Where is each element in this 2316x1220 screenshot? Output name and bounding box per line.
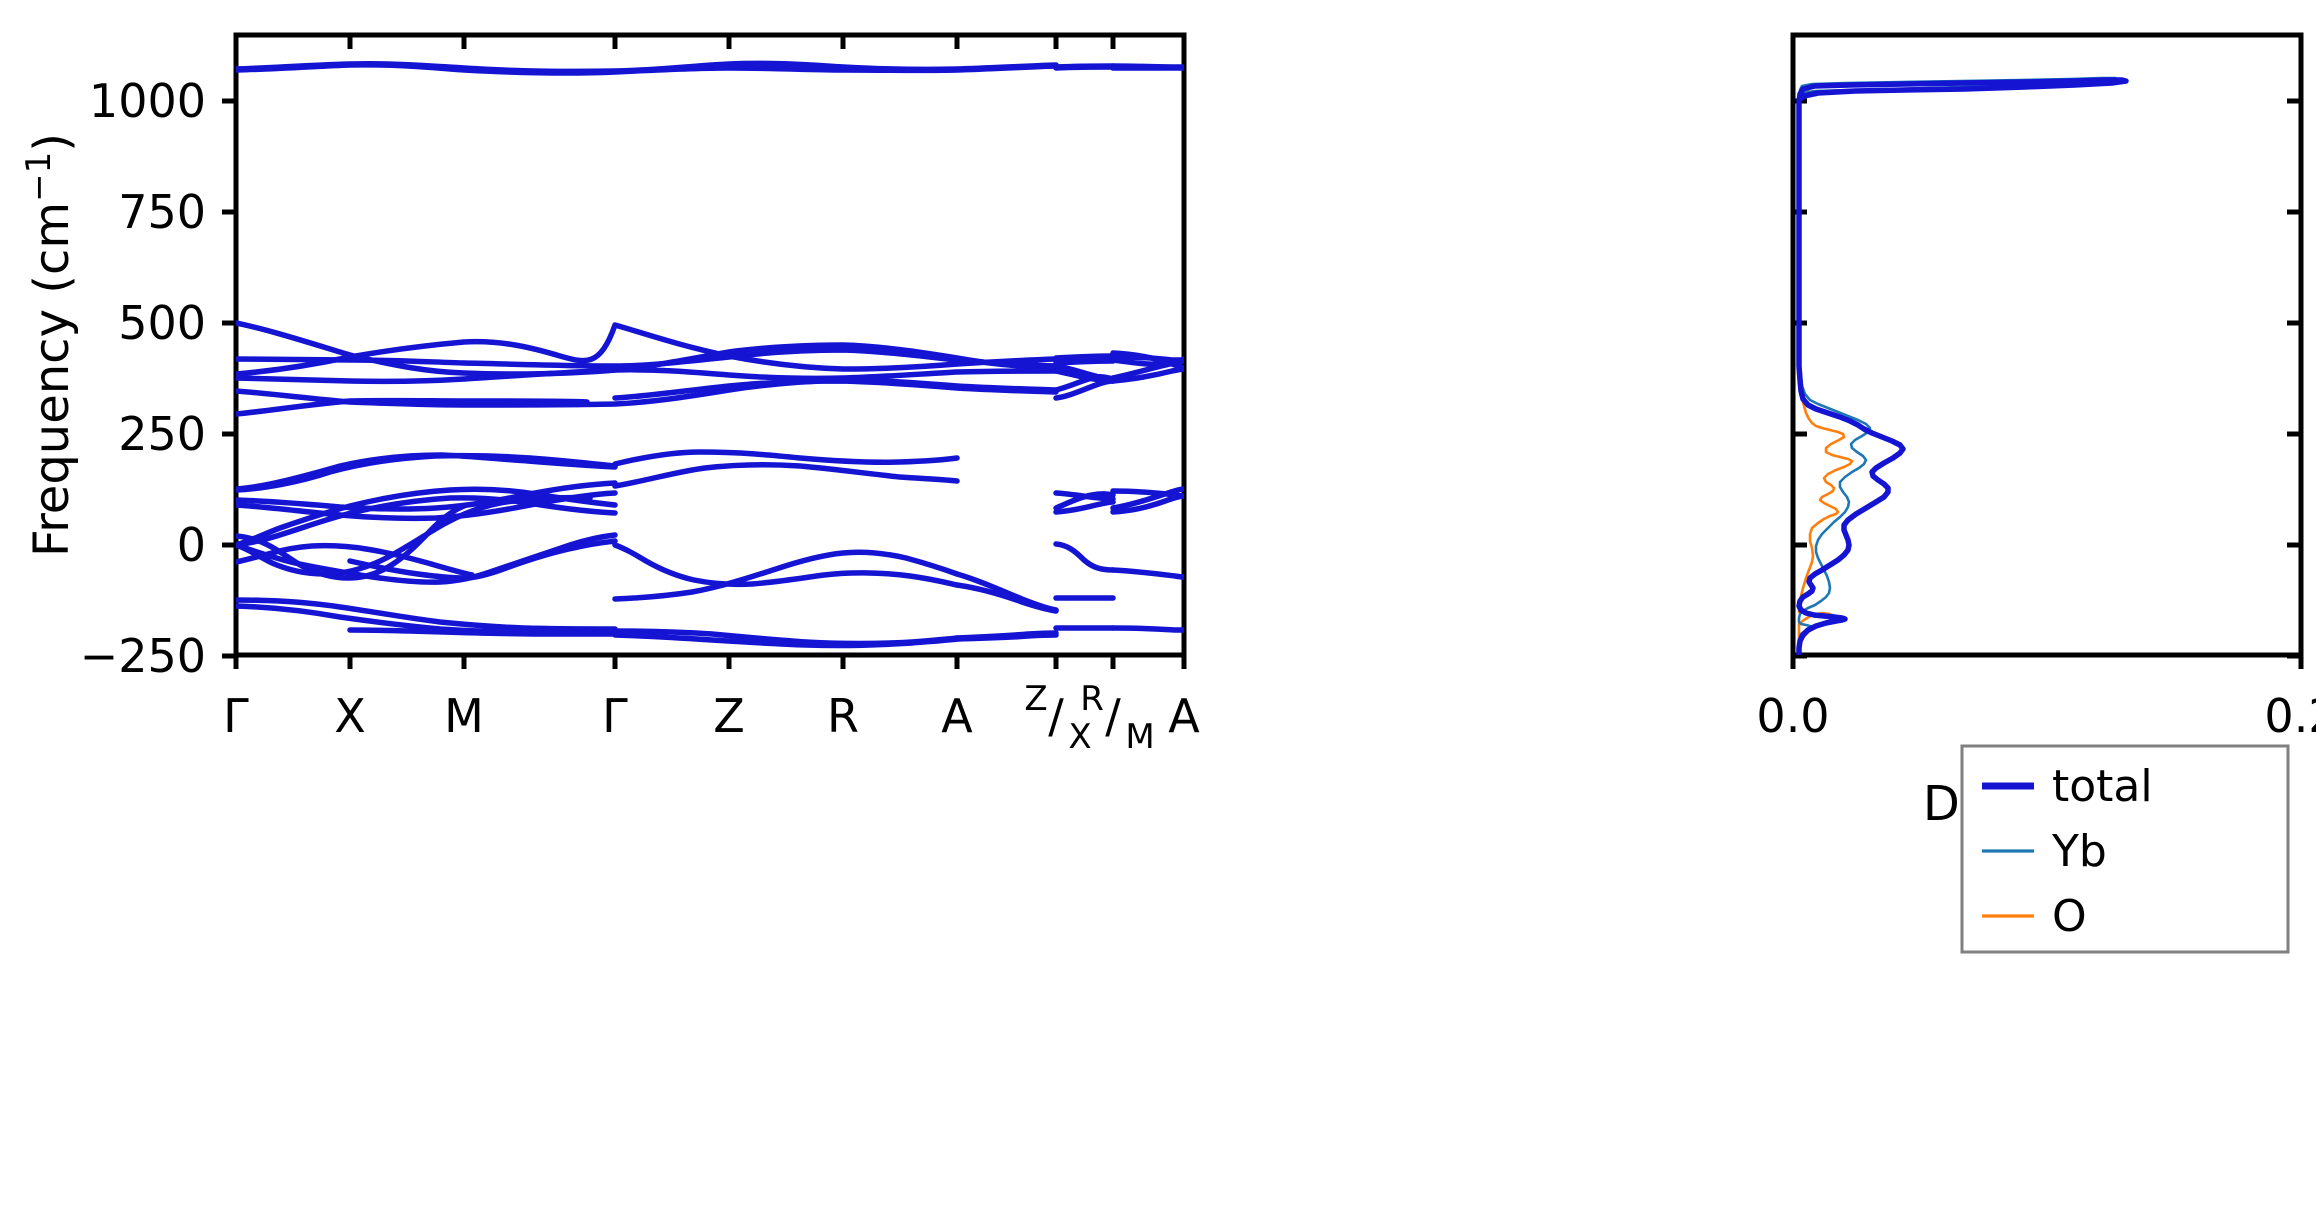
dos-xtick-label-max: 0.2 <box>2264 689 2316 743</box>
xtick-label-x: X <box>334 689 366 743</box>
ylabel-main: Frequency (cm <box>24 202 80 557</box>
band-y-ticks <box>222 98 236 659</box>
xtick-label-z-over-x: Z / X <box>1024 679 1091 757</box>
xtick-label-z: Z <box>713 689 745 743</box>
ytick-label: 750 <box>118 185 206 239</box>
band-x-ticks <box>233 35 1187 669</box>
band-curves <box>236 60 1184 649</box>
svg-text:Frequency (cm−1): Frequency (cm−1) <box>19 133 80 557</box>
legend-item-o[interactable]: O <box>1982 891 2087 942</box>
band-axes-frame <box>233 32 1187 658</box>
xtick-label-a2: A <box>1168 689 1200 743</box>
xtick-slash: / <box>1105 689 1121 743</box>
legend-item-total[interactable]: total <box>1982 761 2153 812</box>
dos-xtick-label-min: 0.0 <box>1756 689 1829 743</box>
band-y-ticklabels: 1000 750 500 250 0 −250 <box>80 74 206 683</box>
legend-box <box>1960 744 2290 954</box>
dos-curves <box>1796 76 2129 655</box>
xtick-label-r: R <box>827 689 859 743</box>
xtick-label-r-over-m: R / M <box>1080 679 1154 757</box>
band-x-ticklabels: Γ X M Γ Z R A Z / X R / M A <box>223 679 1200 757</box>
legend-label-o: O <box>2052 891 2087 942</box>
legend-item-yb[interactable]: Yb <box>1982 826 2107 877</box>
xtick-sub-x: X <box>1068 717 1091 757</box>
ylabel-superscript: −1 <box>19 152 59 202</box>
dos-axes-frame <box>1790 32 2304 658</box>
legend-label-yb: Yb <box>2051 826 2107 877</box>
xtick-label-gamma2: Γ <box>602 689 628 743</box>
legend-label-total: total <box>2052 761 2153 812</box>
xtick-label-gamma1: Γ <box>223 689 249 743</box>
dos-x-ticks <box>1790 35 2304 669</box>
xtick-sup-z: Z <box>1024 679 1047 719</box>
ytick-label: −250 <box>80 629 206 683</box>
xtick-label-m: M <box>444 689 484 743</box>
dos-legend: total Yb O <box>1960 744 2290 954</box>
ytick-label: 0 <box>177 518 206 572</box>
xtick-sub-m: M <box>1125 717 1154 757</box>
ytick-label: 250 <box>118 407 206 461</box>
ytick-label: 1000 <box>89 74 206 128</box>
dos-panel: 0.0 0.2 DOS (a.u.) <box>1756 32 2316 954</box>
band-y-axis-title: Frequency (cm−1) <box>19 133 80 557</box>
ytick-label: 500 <box>118 296 206 350</box>
dos-y-ticks <box>1793 98 2301 659</box>
band-structure-panel: 1000 750 500 250 0 −250 Frequency (cm−1) <box>19 32 1200 757</box>
xtick-slash: / <box>1048 689 1064 743</box>
xtick-sup-r: R <box>1080 679 1104 719</box>
ylabel-close: ) <box>24 133 80 152</box>
xtick-label-a1: A <box>941 689 973 743</box>
